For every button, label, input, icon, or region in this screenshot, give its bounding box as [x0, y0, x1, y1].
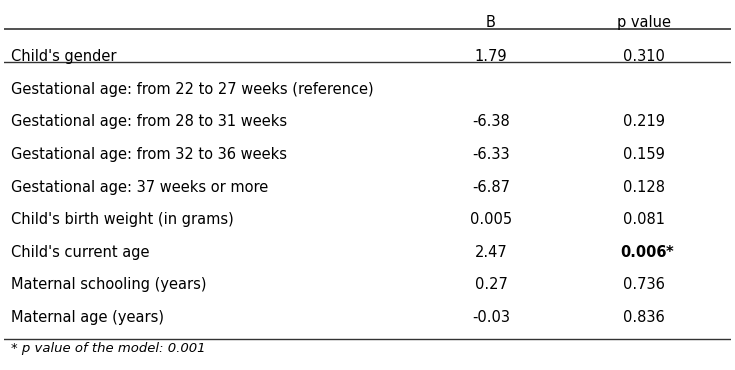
- Text: Maternal schooling (years): Maternal schooling (years): [12, 277, 207, 292]
- Text: B: B: [486, 15, 496, 30]
- Text: Gestational age: from 28 to 31 weeks: Gestational age: from 28 to 31 weeks: [12, 114, 287, 130]
- Text: 1.79: 1.79: [475, 49, 507, 64]
- Text: Child's gender: Child's gender: [12, 49, 117, 64]
- Text: 0.006: 0.006: [620, 245, 667, 260]
- Text: 0.736: 0.736: [623, 277, 664, 292]
- Text: Maternal age (years): Maternal age (years): [12, 310, 165, 325]
- Text: -6.38: -6.38: [472, 114, 510, 130]
- Text: 2.47: 2.47: [475, 245, 507, 260]
- Text: 0.005: 0.005: [470, 212, 512, 227]
- Text: Gestational age: from 22 to 27 weeks (reference): Gestational age: from 22 to 27 weeks (re…: [12, 82, 374, 97]
- Text: -6.33: -6.33: [472, 147, 510, 162]
- Text: 0.159: 0.159: [623, 147, 664, 162]
- Text: -0.03: -0.03: [472, 310, 510, 325]
- Text: -6.87: -6.87: [472, 179, 510, 195]
- Text: 0.128: 0.128: [623, 179, 664, 195]
- Text: p value: p value: [617, 15, 670, 30]
- Text: * p value of the model: 0.001: * p value of the model: 0.001: [12, 342, 206, 355]
- Text: 0.081: 0.081: [623, 212, 664, 227]
- Text: 0.310: 0.310: [623, 49, 664, 64]
- Text: 0.27: 0.27: [475, 277, 507, 292]
- Text: *: *: [665, 245, 673, 260]
- Text: 0.219: 0.219: [623, 114, 664, 130]
- Text: Gestational age: 37 weeks or more: Gestational age: 37 weeks or more: [12, 179, 269, 195]
- Text: Child's birth weight (in grams): Child's birth weight (in grams): [12, 212, 234, 227]
- Text: Gestational age: from 32 to 36 weeks: Gestational age: from 32 to 36 weeks: [12, 147, 287, 162]
- Text: 0.836: 0.836: [623, 310, 664, 325]
- Text: Child's current age: Child's current age: [12, 245, 150, 260]
